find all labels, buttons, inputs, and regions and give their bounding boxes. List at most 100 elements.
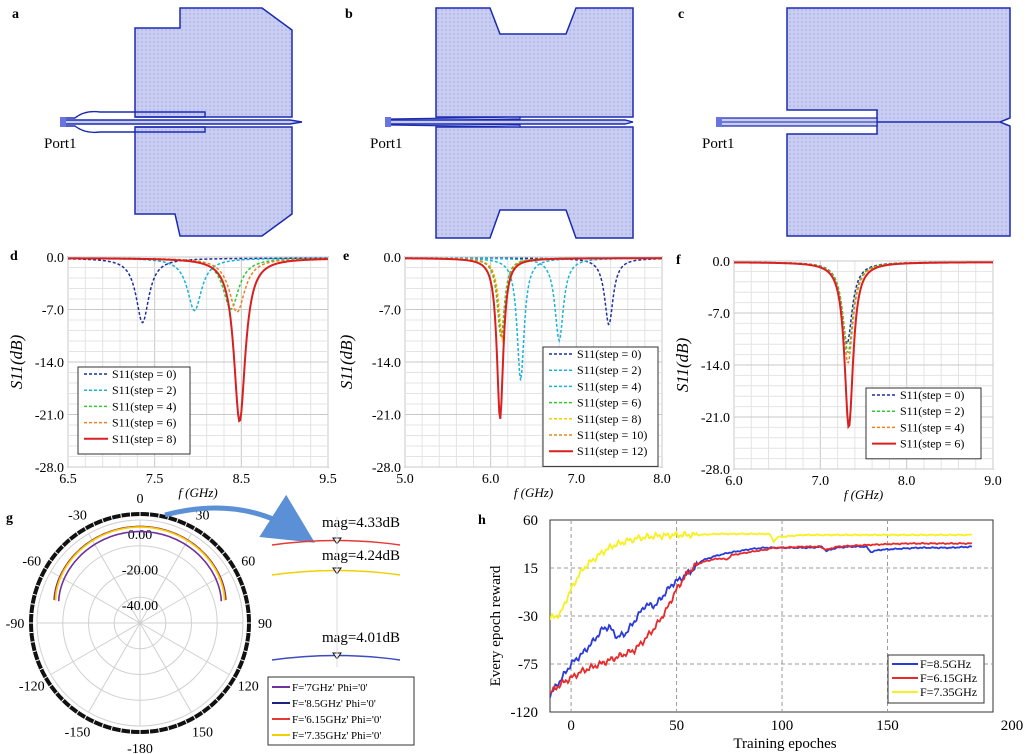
series-line	[550, 541, 973, 694]
x-axis-label: f (GHz)	[514, 485, 553, 500]
legend-box	[542, 346, 659, 467]
marker-label: mag=4.24dB	[322, 548, 400, 564]
panel-c-letter: c	[678, 7, 684, 22]
port-a-label: Port1	[44, 136, 77, 152]
y-axis-label: S11(dB)	[673, 337, 692, 392]
series-line	[68, 257, 328, 312]
y-tick-label: -14.0	[701, 359, 730, 374]
polar-tick	[48, 683, 53, 688]
x-tick-label: 8.0	[898, 474, 916, 489]
legend-entry: S11(step = 10)	[577, 428, 647, 442]
polar-spoke	[139, 622, 192, 713]
x-tick-label: 6.5	[59, 472, 77, 487]
polar-tick	[176, 723, 179, 728]
s11-chart-e: 5.0 6.0 7.0 8.0 0.0 -7.0 -14.0 -21.0 -28.0 e f (GH…	[337, 249, 671, 500]
polar-spoke	[139, 533, 192, 624]
polar-tick	[35, 659, 40, 662]
y-tick-label: -28.0	[35, 461, 64, 476]
polar-tick	[236, 575, 241, 579]
polar-tick	[167, 726, 170, 731]
legend-entry: F='7GHz' Phi='0'	[292, 682, 368, 694]
polar-angle-label: -150	[65, 725, 91, 740]
series-line	[734, 261, 993, 430]
polar-tick	[92, 719, 96, 724]
polar-tick	[110, 515, 113, 520]
port-a-icon	[60, 117, 66, 127]
polar-tick	[41, 566, 48, 570]
x-tick-label: 6.0	[482, 472, 500, 487]
polar-tick	[48, 558, 53, 563]
series-group	[405, 257, 662, 420]
polar-tick	[120, 728, 122, 733]
polar-spoke	[50, 622, 141, 675]
series-group	[68, 257, 328, 423]
polar-tick	[232, 566, 239, 570]
reward-chart-h: h 60 15 -30 -75 -120 0 50 100 150 200 Training epoc…	[478, 513, 1023, 752]
zoom-arrow	[164, 494, 315, 543]
polar-tick	[61, 544, 65, 548]
polar-spoke	[139, 622, 230, 675]
y-tick-label: -7.0	[379, 304, 401, 319]
y-tick-label: 0.0	[47, 251, 65, 266]
y-tick-label: -21.0	[701, 411, 730, 426]
polar-tick	[208, 537, 212, 542]
polar-tick	[30, 641, 35, 643]
s11-chart-d: 6.5 7.5 8.5 9.5 0.0 -7.0 -14.0 -21.0 -28.0 d f (GH…	[7, 249, 337, 500]
y-tick-label: -75	[518, 657, 538, 673]
legend-entry: S11(step = 2)	[112, 383, 176, 397]
polar-spoke	[139, 571, 230, 624]
polar-tick	[240, 584, 245, 587]
polar-angle-label: 0	[137, 492, 144, 507]
polar-tick	[245, 603, 250, 605]
legend-entry: S11(step = 8)	[577, 412, 641, 426]
port-b-label: Port1	[370, 136, 403, 152]
polar-tick	[120, 513, 122, 518]
y-tick-label: 60	[523, 513, 538, 529]
polar-angle-label: -30	[68, 509, 87, 524]
x-tick-label: 9.5	[319, 472, 337, 487]
polar-tick	[193, 715, 197, 722]
legend-box	[865, 387, 982, 460]
port-c-icon	[716, 117, 722, 127]
x-tick-label: 0	[567, 718, 575, 734]
polar-tick	[184, 522, 188, 527]
polar-tick	[68, 704, 72, 709]
polar-chart-g: g 0 30 60 90 120 150 -180 -150 -120 -90 -60 -30 0.00 -…	[6, 492, 415, 754]
series-line	[68, 257, 328, 423]
legend-entry: S11(step = 0)	[577, 347, 641, 361]
polar-radial-label: -40.00	[122, 599, 158, 614]
polar-tick	[236, 667, 241, 671]
y-axis-label: Every epoch reward	[488, 565, 504, 686]
polar-tick	[39, 575, 44, 579]
legend-entry: S11(step = 4)	[112, 399, 176, 413]
polar-angle-label: -180	[127, 742, 153, 754]
polar-tick	[200, 531, 205, 536]
polar-tick	[193, 524, 197, 531]
polar-tick	[208, 704, 212, 709]
y-axis-label: S11(dB)	[7, 334, 26, 389]
polar-angle-label: 150	[192, 725, 213, 740]
polar-tick	[61, 698, 65, 702]
polar-angle-label: 60	[241, 555, 255, 570]
legend-entry: S11(step = 4)	[577, 379, 641, 393]
legend-entry: S11(step = 4)	[900, 420, 964, 434]
y-tick-label: -120	[511, 705, 539, 721]
x-tick-label: 200	[1001, 718, 1024, 734]
y-axis-label: S11(dB)	[337, 334, 356, 389]
port-b-icon	[385, 117, 391, 127]
x-tick-label: 8.5	[233, 472, 251, 487]
polar-tick	[221, 551, 226, 555]
y-tick-label: -30	[518, 609, 538, 625]
series-line	[68, 257, 328, 324]
polar-angle-label: 30	[196, 509, 210, 524]
x-tick-label: 7.0	[568, 472, 586, 487]
series-line	[550, 545, 973, 698]
legend-entry: F='6.15GHz' Phi='0'	[292, 714, 381, 726]
x-tick-label: 150	[876, 718, 899, 734]
legend-entry: S11(step = 6)	[112, 416, 176, 430]
polar-angle-label: -90	[6, 617, 25, 632]
patch-antenna-c	[786, 7, 1011, 237]
panel-letter: h	[478, 513, 486, 528]
legend-entry: F=8.5GHz	[920, 657, 971, 671]
